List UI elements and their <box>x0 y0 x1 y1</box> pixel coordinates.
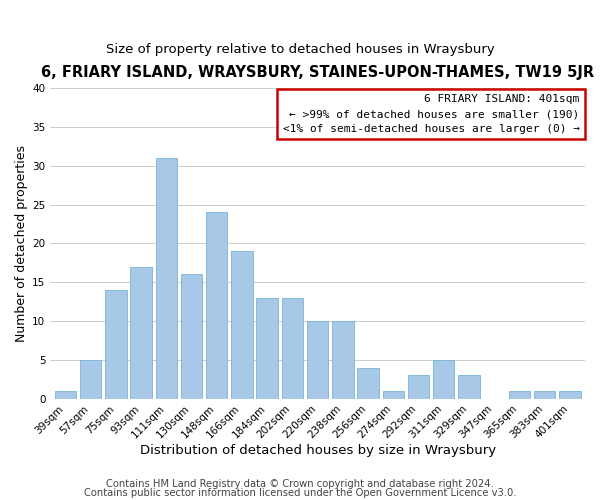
Bar <box>408 376 429 398</box>
Bar <box>55 391 76 398</box>
Bar <box>105 290 127 399</box>
X-axis label: Distribution of detached houses by size in Wraysbury: Distribution of detached houses by size … <box>140 444 496 458</box>
Bar <box>80 360 101 399</box>
Bar <box>281 298 303 398</box>
Bar <box>231 251 253 398</box>
Bar <box>181 274 202 398</box>
Title: 6, FRIARY ISLAND, WRAYSBURY, STAINES-UPON-THAMES, TW19 5JR: 6, FRIARY ISLAND, WRAYSBURY, STAINES-UPO… <box>41 65 594 80</box>
Bar <box>256 298 278 398</box>
Bar <box>332 321 353 398</box>
Bar <box>206 212 227 398</box>
Text: Contains public sector information licensed under the Open Government Licence v3: Contains public sector information licen… <box>84 488 516 498</box>
Bar <box>458 376 479 398</box>
Bar <box>383 391 404 398</box>
Text: Contains HM Land Registry data © Crown copyright and database right 2024.: Contains HM Land Registry data © Crown c… <box>106 479 494 489</box>
Bar <box>155 158 177 398</box>
Bar <box>433 360 454 399</box>
Text: 6 FRIARY ISLAND: 401sqm
← >99% of detached houses are smaller (190)
<1% of semi-: 6 FRIARY ISLAND: 401sqm ← >99% of detach… <box>283 94 580 134</box>
Bar <box>559 391 581 398</box>
Bar <box>358 368 379 398</box>
Text: Size of property relative to detached houses in Wraysbury: Size of property relative to detached ho… <box>106 42 494 56</box>
Y-axis label: Number of detached properties: Number of detached properties <box>15 145 28 342</box>
Bar <box>130 266 152 398</box>
Bar <box>534 391 556 398</box>
Bar <box>307 321 328 398</box>
Bar <box>509 391 530 398</box>
